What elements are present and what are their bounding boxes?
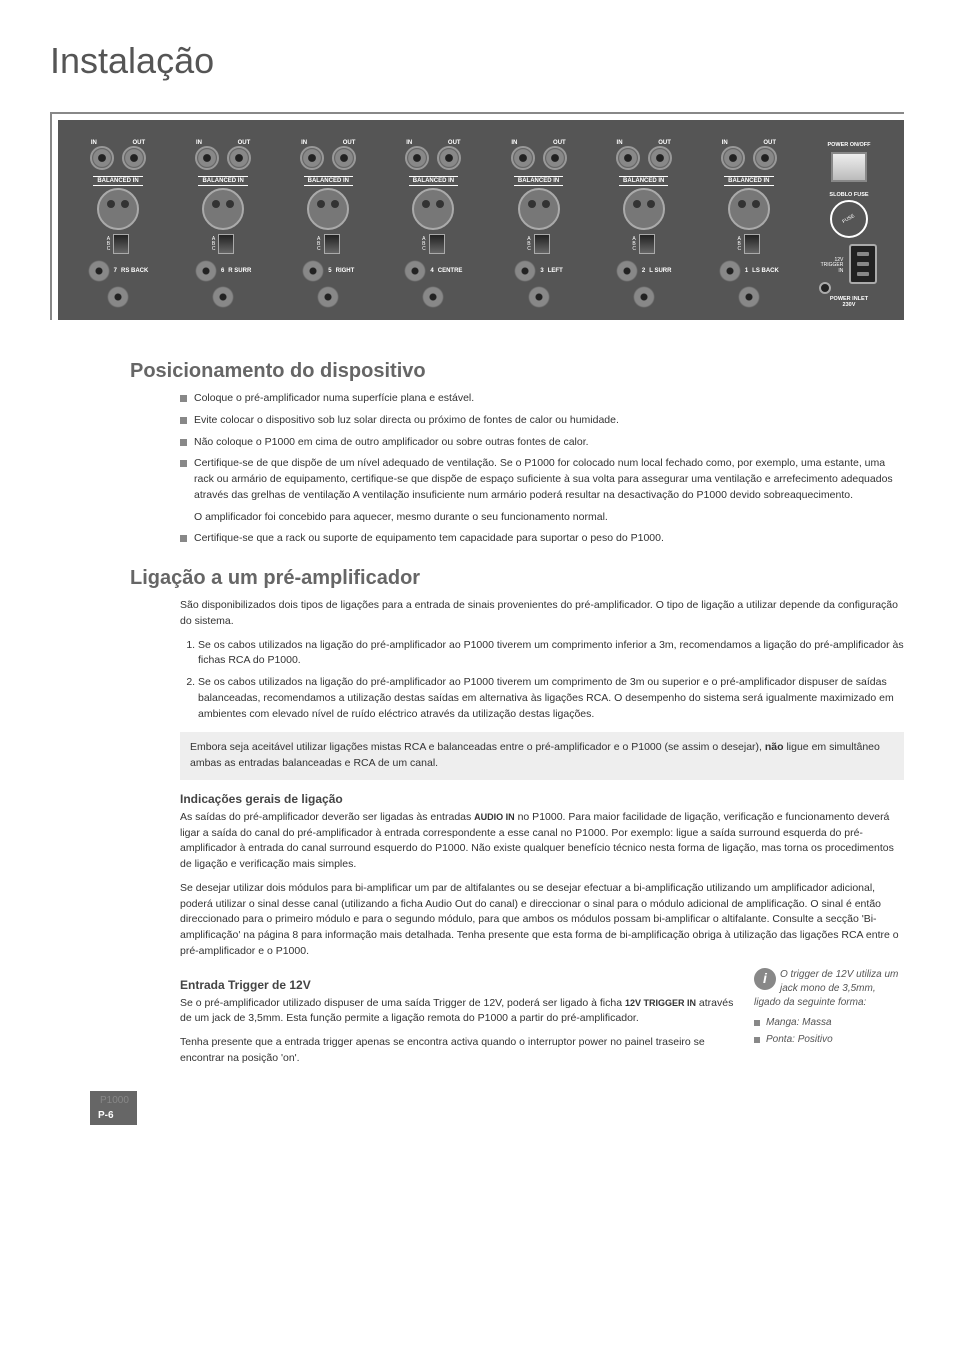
list-item: Se os cabos utilizados na ligação do pré… <box>198 638 904 670</box>
channel-5: INOUT BALANCED IN ABC 5RIGHT <box>283 140 373 310</box>
trigger-p2: Tenha presente que a entrada trigger ape… <box>180 1035 734 1067</box>
preamp-intro: São disponibilizados dois tipos de ligaç… <box>180 598 904 630</box>
power-section: POWER ON/OFF SLOBLO FUSE FUSE 12V TRIGGE… <box>809 140 889 310</box>
preamp-numbered-list: Se os cabos utilizados na ligação do pré… <box>180 638 904 723</box>
channel-4: INOUT BALANCED IN ABC 4CENTRE <box>388 140 478 310</box>
list-item: Manga: Massa <box>754 1016 904 1030</box>
list-item: Ponta: Positivo <box>754 1033 904 1047</box>
channel-7: INOUT BALANCED IN ABC 7RS BACK <box>73 140 163 310</box>
list-item: Evite colocar o dispositivo sob luz sola… <box>180 413 904 429</box>
fuse-holder: FUSE <box>830 200 868 238</box>
channel-6: INOUT BALANCED IN ABC 6R SURR <box>178 140 268 310</box>
sub-general-title: Indicações gerais de ligação <box>180 792 904 806</box>
sub-trigger-title: Entrada Trigger de 12V <box>180 978 734 992</box>
list-item: Certifique-se de que dispõe de um nível … <box>180 456 904 525</box>
list-item: Se os cabos utilizados na ligação do pré… <box>198 675 904 722</box>
general-p1: As saídas do pré-amplificador deverão se… <box>180 810 904 873</box>
warning-note: Embora seja aceitável utilizar ligações … <box>180 732 904 780</box>
trigger-p1: Se o pré-amplificador utilizado dispuser… <box>180 996 734 1028</box>
page-footer: P1000 P-6 <box>90 1091 137 1125</box>
channel-2: INOUT BALANCED IN ABC 2L SURR <box>599 140 689 310</box>
power-switch <box>831 152 867 182</box>
positioning-list: Coloque o pré-amplificador numa superfíc… <box>180 391 904 547</box>
section-positioning-title: Posicionamento do dispositivo <box>130 360 904 383</box>
power-inlet <box>849 244 877 284</box>
list-item: Coloque o pré-amplificador numa superfíc… <box>180 391 904 407</box>
trigger-jack <box>819 282 831 294</box>
general-p2: Se desejar utilizar dois módulos para bi… <box>180 881 904 960</box>
rear-panel-diagram: INOUT BALANCED IN ABC 7RS BACK INOUT BAL… <box>50 112 904 320</box>
list-item: Certifique-se que a rack ou suporte de e… <box>180 531 904 547</box>
list-item: Não coloque o P1000 em cima de outro amp… <box>180 435 904 451</box>
side-note-trigger: i O trigger de 12V utiliza um jack mono … <box>754 968 904 1050</box>
channel-1: INOUT BALANCED IN ABC 1LS BACK <box>704 140 794 310</box>
info-icon: i <box>754 968 776 990</box>
page-title: Instalação <box>50 40 904 82</box>
section-preamp-title: Ligação a um pré-amplificador <box>130 567 904 590</box>
channel-3: INOUT BALANCED IN ABC 3LEFT <box>494 140 584 310</box>
